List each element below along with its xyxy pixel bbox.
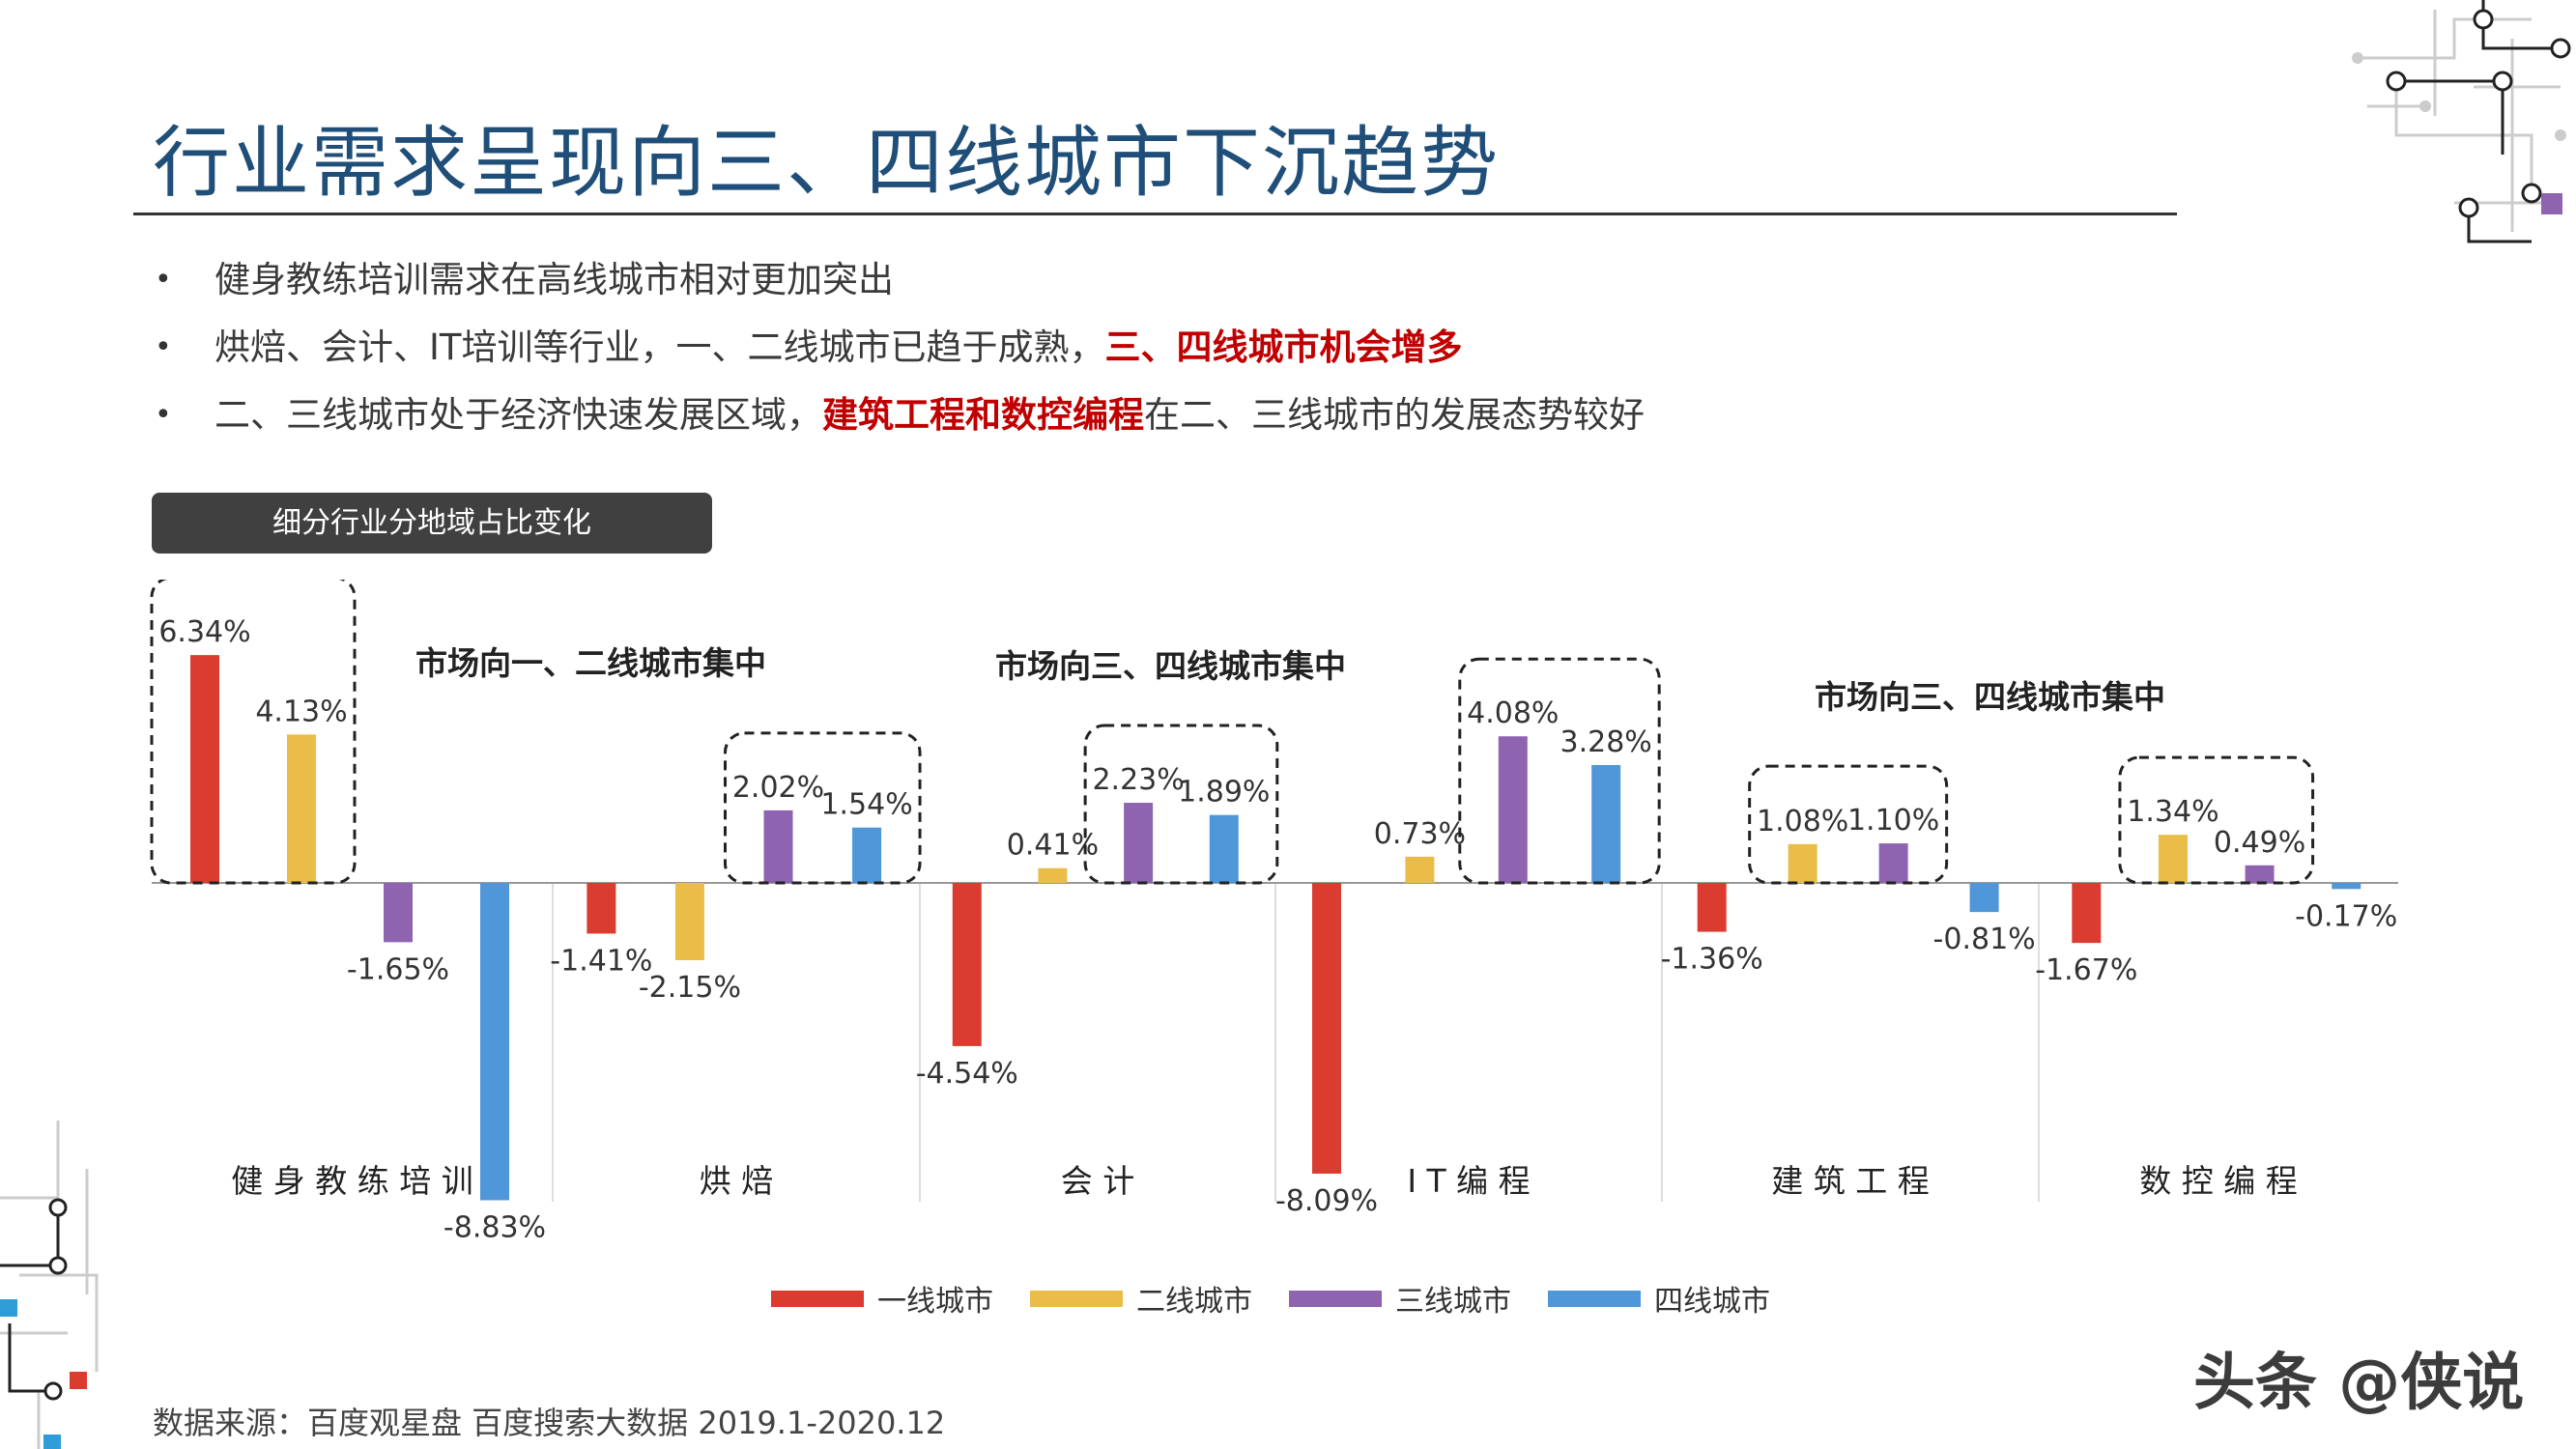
data-label: 2.23% xyxy=(1092,763,1184,797)
data-label: -8.09% xyxy=(1275,1184,1378,1218)
data-label: -1.67% xyxy=(2035,953,2137,987)
data-label: 6.34% xyxy=(158,615,250,649)
highlight-box xyxy=(1083,724,1279,885)
legend-item: 一线城市 xyxy=(771,1277,1030,1320)
bullet-item: • 健身教练培训需求在高线城市相对更加突出 xyxy=(155,246,2087,314)
chart-bar xyxy=(190,655,219,883)
chart-annotation: 市场向三、四线城市集中 xyxy=(995,647,1346,685)
bullet-dot-icon: • xyxy=(155,263,172,297)
data-label: -1.41% xyxy=(550,944,652,978)
title-divider xyxy=(133,213,2177,215)
data-label: 0.49% xyxy=(2214,826,2305,860)
category-label: I T 编 程 xyxy=(1407,1162,1530,1200)
chart-bar xyxy=(2332,883,2361,890)
legend-label: 一线城市 xyxy=(877,1285,993,1319)
bullet-text: 二、三线城市处于经济快速发展区域， xyxy=(215,394,822,436)
chart-bar xyxy=(852,827,882,883)
chart-bar xyxy=(1038,867,1068,883)
bullet-list: • 健身教练培训需求在高线城市相对更加突出 • 烘焙、会计、IT培训等行业，一、… xyxy=(155,246,2087,449)
data-label: 4.08% xyxy=(1467,696,1559,730)
chart-bar xyxy=(1788,843,1818,883)
data-label: 1.89% xyxy=(1178,776,1270,810)
category-label: 建 筑 工 程 xyxy=(1771,1162,1929,1200)
data-label: 3.28% xyxy=(1560,725,1652,759)
bullet-dot-icon: • xyxy=(155,330,172,364)
chart-bar xyxy=(2245,865,2275,883)
legend-swatch xyxy=(1289,1290,1382,1307)
legend-item: 三线城市 xyxy=(1289,1277,1548,1320)
chart-bar xyxy=(1591,764,1621,883)
chart-bar xyxy=(1697,883,1727,932)
data-label: 0.41% xyxy=(1007,829,1099,863)
chart-bar xyxy=(287,734,316,883)
bullet-text: 在二、三线城市的发展态势较好 xyxy=(1144,394,1645,436)
legend-item: 四线城市 xyxy=(1548,1277,1807,1320)
data-label: 4.13% xyxy=(255,695,347,728)
chart-bar xyxy=(1124,803,1154,883)
bullet-highlight: 三、四线城市机会增多 xyxy=(1104,327,1463,368)
legend-label: 四线城市 xyxy=(1654,1285,1770,1319)
data-label: 0.73% xyxy=(1374,817,1466,851)
bullet-item: • 二、三线城市处于经济快速发展区域，建筑工程和数控编程在二、三线城市的发展态势… xyxy=(155,382,2087,449)
chart-annotation: 市场向三、四线城市集中 xyxy=(1815,678,2165,716)
data-label: 1.10% xyxy=(1847,804,1939,838)
bullet-dot-icon: • xyxy=(155,398,172,432)
bullet-highlight: 建筑工程和数控编程 xyxy=(822,394,1144,436)
legend-swatch xyxy=(1548,1290,1641,1307)
chart-bar xyxy=(2072,883,2102,944)
highlight-box xyxy=(2118,755,2315,885)
data-label: -0.81% xyxy=(1933,923,2036,956)
bullet-text: 烘焙、会计、IT培训等行业，一、二线城市已趋于成熟， xyxy=(215,327,1105,368)
highlight-box xyxy=(1458,657,1661,885)
data-source-note: 数据来源：百度观星盘 百度搜索大数据 2019.1-2020.12 xyxy=(153,1405,946,1441)
legend-swatch xyxy=(771,1290,864,1307)
category-label: 数 控 编 程 xyxy=(2139,1162,2297,1200)
data-label: -1.65% xyxy=(347,952,449,986)
regional-share-bar-chart: 6.34% -1.41% -4.54% -8.09% -1.36% -1.67% 4.13%… xyxy=(150,580,2398,1244)
category-label: 烘 焙 xyxy=(700,1162,774,1200)
chart-bar xyxy=(1969,883,1999,913)
chart-bar xyxy=(2158,835,2188,883)
legend-swatch xyxy=(1030,1290,1123,1307)
data-label: -4.54% xyxy=(916,1057,1018,1091)
bullet-text: 健身教练培训需求在高线城市相对更加突出 xyxy=(215,259,894,300)
watermark: 头条 @侠说 xyxy=(2193,1348,2525,1419)
category-label: 会 计 xyxy=(1061,1162,1135,1200)
category-label: 健 身 教 练 培 训 xyxy=(231,1162,472,1200)
chart-legend: 一线城市 二线城市 三线城市 四线城市 xyxy=(771,1277,1807,1320)
chart-bar xyxy=(1498,736,1528,883)
data-label: -1.36% xyxy=(1661,943,1763,977)
chart-bar xyxy=(1209,814,1239,883)
circuit-decoration-top-right xyxy=(2352,0,2571,243)
legend-label: 二线城市 xyxy=(1136,1285,1252,1319)
chart-annotation: 市场向一、二线城市集中 xyxy=(415,644,766,682)
circuit-decoration-bottom-left xyxy=(0,1121,99,1449)
legend-item: 二线城市 xyxy=(1030,1277,1289,1320)
chart-bar xyxy=(1405,856,1435,883)
legend-label: 三线城市 xyxy=(1395,1285,1511,1319)
chart-bar xyxy=(1312,883,1342,1174)
chart-bar xyxy=(587,883,616,934)
chart-bar xyxy=(674,883,704,960)
page-title: 行业需求呈现向三、四线城市下沉趋势 xyxy=(153,118,1500,208)
data-label: -8.83% xyxy=(444,1210,546,1244)
data-label: 2.02% xyxy=(732,771,824,805)
data-label: -2.15% xyxy=(639,971,741,1005)
chart-bar xyxy=(384,883,413,943)
bullet-item: • 烘焙、会计、IT培训等行业，一、二线城市已趋于成熟，三、四线城市机会增多 xyxy=(155,314,2087,382)
chart-bar xyxy=(763,810,793,883)
chart-bar xyxy=(952,883,982,1046)
section-label: 细分行业分地域占比变化 xyxy=(152,493,712,554)
chart-bar xyxy=(480,883,509,1201)
data-label: 1.54% xyxy=(820,788,912,822)
data-label: 1.08% xyxy=(1757,805,1848,838)
data-label: -0.17% xyxy=(2295,899,2397,933)
data-label: 1.34% xyxy=(2127,795,2218,829)
chart-bar xyxy=(1878,843,1908,883)
